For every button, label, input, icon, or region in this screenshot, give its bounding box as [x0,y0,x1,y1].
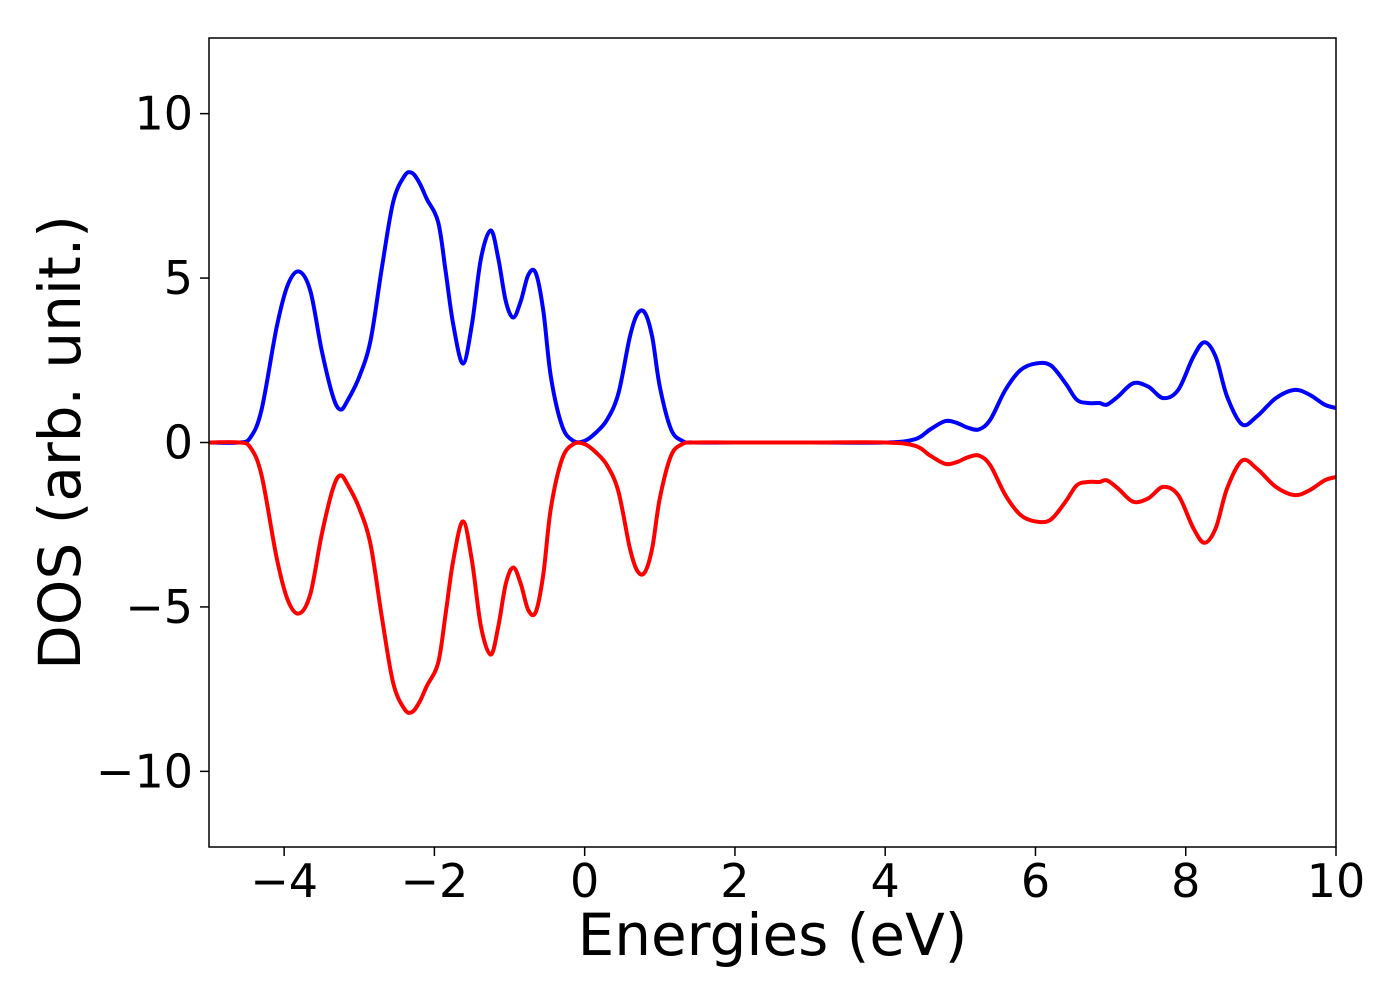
x-axis-label: Energies (eV) [578,901,968,969]
y-axis-label: DOS (arb. unit.) [26,215,94,670]
y-tick-label: −10 [96,744,193,798]
x-tick-label: −2 [400,854,468,908]
x-tick-label: 0 [570,854,599,908]
x-tick-label: 2 [720,854,749,908]
series-layer [209,170,1336,715]
y-axis-ticks: −10 −5 0 5 10 [96,87,209,798]
x-tick-label: 4 [871,854,900,908]
x-axis-ticks: −4 −2 0 2 4 6 8 10 [250,847,1365,908]
x-tick-label: −4 [250,854,318,908]
x-tick-label: 8 [1171,854,1200,908]
series-line-blue [209,170,1336,445]
y-tick-label: 5 [164,251,193,305]
y-tick-label: 10 [134,87,193,141]
x-tick-label: 10 [1307,854,1366,908]
y-tick-label: 0 [164,416,193,470]
x-tick-label: 6 [1021,854,1050,908]
series-line-red [209,440,1336,715]
y-tick-label: −5 [125,580,193,634]
